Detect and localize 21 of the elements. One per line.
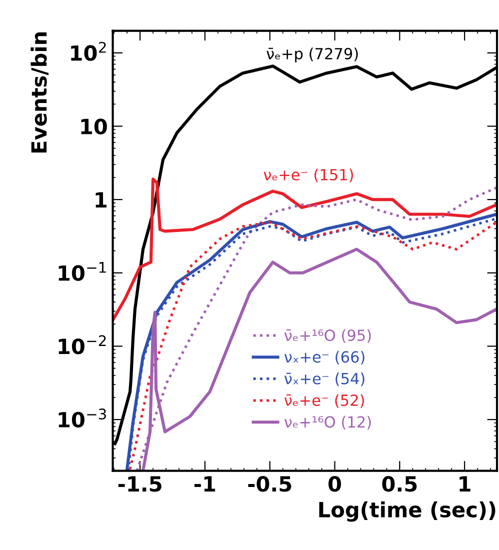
legend-label: νₓ+e⁻ (66) bbox=[284, 350, 364, 365]
series-label: ν̄ₑ+p (7279) bbox=[266, 48, 358, 62]
y-tick-label: 1 bbox=[96, 192, 106, 208]
legend-label: νₑ+¹⁶O (12) bbox=[284, 416, 371, 430]
x-tick-label: -0.5 bbox=[248, 476, 292, 492]
x-tick-label: 1 bbox=[460, 476, 470, 492]
series-label: νₑ+e⁻ (151) bbox=[264, 168, 353, 182]
y-axis-title: Events/bin bbox=[30, 32, 48, 153]
x-axis-title: Log(time (sec)) bbox=[319, 501, 496, 522]
y-tick-label: 10$^{2}$ bbox=[71, 42, 106, 61]
x-tick-label: -1 bbox=[194, 476, 216, 492]
y-tick-label: 10$^{−1}$ bbox=[58, 262, 106, 281]
y-tick-label: 10 bbox=[81, 118, 107, 134]
x-tick-label: -1.5 bbox=[118, 476, 162, 492]
y-tick-label: 10$^{−2}$ bbox=[58, 335, 106, 354]
x-tick-label: 0.5 bbox=[382, 476, 417, 492]
y-tick-label: 10$^{−3}$ bbox=[58, 408, 106, 428]
legend-label: ν̄ₑ+¹⁶O (95) bbox=[284, 329, 371, 343]
legend-label: ν̄ₓ+e⁻ (54) bbox=[284, 372, 364, 386]
legend-label: ν̄ₑ+e⁻ (52) bbox=[284, 394, 364, 408]
x-tick-label: 0 bbox=[328, 476, 341, 492]
